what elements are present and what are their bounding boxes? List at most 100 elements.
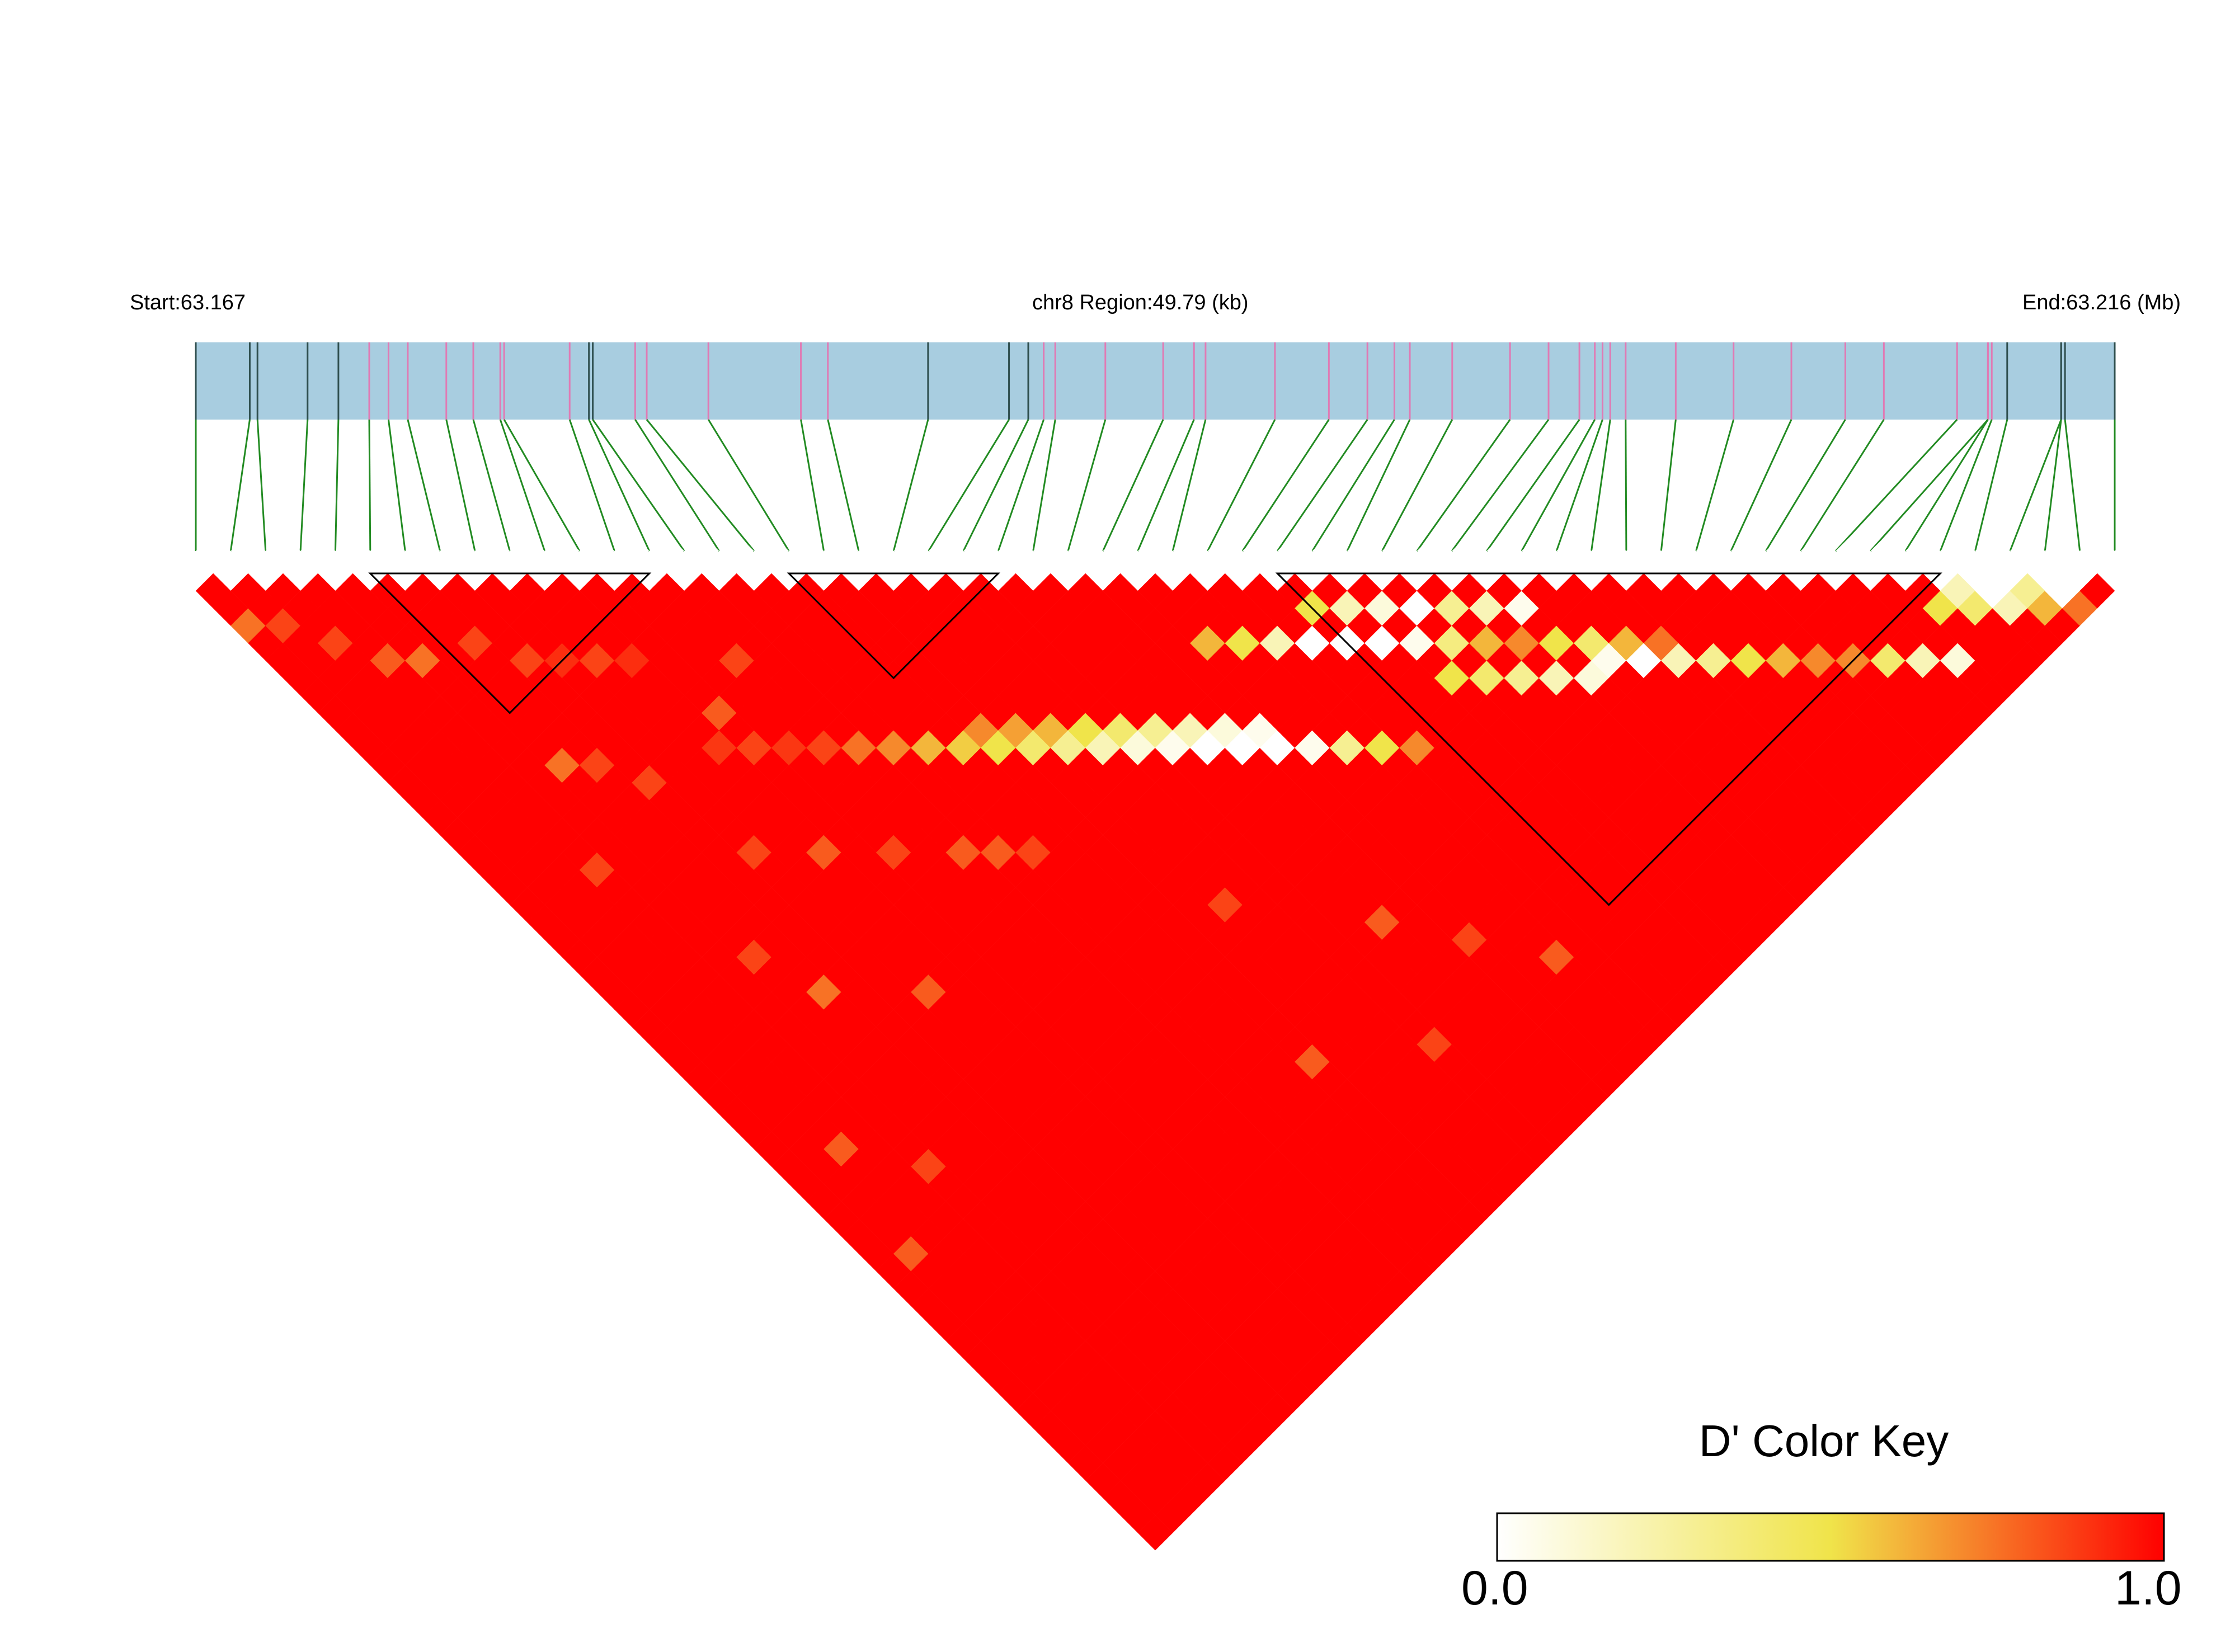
snp-connector-7 [387, 419, 406, 552]
snp-connector-50 [1904, 419, 1989, 552]
snp-tick-18 [789, 533, 824, 551]
start-position-label: Start:63.167 [130, 291, 246, 314]
snp-tick-8 [440, 533, 475, 551]
snp-tick-6 [370, 533, 406, 551]
snp-connector-33 [1311, 419, 1395, 552]
snp-connector-27 [1102, 419, 1164, 552]
snp-connector-3 [256, 419, 267, 552]
snp-tick-12 [580, 533, 615, 551]
snp-tick-19 [824, 533, 859, 551]
snp-connector-8 [407, 419, 441, 552]
snp-connector-47 [1800, 419, 1885, 552]
snp-connector-23 [962, 419, 1029, 552]
snp-tick-47 [1800, 533, 1836, 551]
snp-tick-11 [544, 533, 580, 551]
ld-block-outlines [368, 572, 1942, 906]
snp-tick-32 [1277, 533, 1312, 551]
snp-tick-9 [474, 533, 510, 551]
snp-tick-14 [649, 533, 685, 551]
ld-heatmap-cells [195, 533, 2150, 1551]
snp-tick-41 [1591, 533, 1626, 551]
snp-tick-2 [230, 533, 266, 551]
snp-tick-46 [1766, 533, 1801, 551]
snp-tick-23 [963, 533, 999, 551]
snp-tick-48 [1836, 533, 1871, 551]
color-key-min-label: 0.0 [1461, 1561, 1528, 1615]
snp-connector-40 [1555, 419, 1603, 552]
snp-tick-49 [1870, 533, 1905, 551]
ld-cell-55-56 [2079, 573, 2115, 609]
snp-connector-14 [588, 419, 651, 552]
snp-connector-17 [646, 419, 755, 552]
snp-connector-41 [1591, 419, 1611, 552]
snp-connector-29 [1171, 419, 1207, 552]
snp-connector-31 [1241, 419, 1330, 552]
snp-connector-2 [229, 419, 251, 552]
chromosome-track [196, 342, 2115, 420]
snp-tick-37 [1452, 533, 1487, 551]
snp-tick-33 [1312, 533, 1347, 551]
snp-connector-52 [1974, 419, 2008, 552]
snp-connector-28 [1137, 419, 1195, 552]
color-key-max-label: 1.0 [2115, 1561, 2182, 1615]
snp-connector-45 [1730, 419, 1792, 552]
snp-connector-5 [334, 419, 340, 552]
color-key [1496, 1512, 2165, 1562]
color-key-title: D' Color Key [1698, 1416, 1949, 1466]
ld-block-1 [368, 572, 652, 714]
snp-tick-40 [1556, 533, 1592, 551]
snp-tick-36 [1417, 533, 1452, 551]
snp-tick-24 [998, 533, 1033, 551]
snp-tick-7 [405, 533, 440, 551]
snp-tick-28 [1137, 533, 1173, 551]
snp-tick-35 [1382, 533, 1417, 551]
snp-connector-11 [499, 419, 546, 552]
snp-connector-36 [1416, 419, 1511, 552]
snp-tick-29 [1173, 533, 1208, 551]
snp-connector-18 [707, 419, 790, 552]
snp-connector-21 [892, 419, 929, 552]
end-position-label: End:63.216 (Mb) [2022, 291, 2181, 314]
snp-connector-16 [634, 419, 720, 552]
snp-connector-38 [1486, 419, 1580, 552]
snp-tick-54 [2045, 533, 2080, 551]
snp-tick-21 [893, 533, 929, 551]
snp-connector-15 [592, 419, 685, 552]
snp-tick-30 [1207, 533, 1243, 551]
region-label: chr8 Region:49.79 (kb) [1032, 291, 1249, 314]
snp-connector-54 [2044, 419, 2062, 552]
snp-connector-46 [1765, 419, 1846, 552]
snp-tick-39 [1521, 533, 1557, 551]
snp-tick-4 [300, 533, 336, 551]
snp-tick-31 [1242, 533, 1278, 551]
snp-connector-34 [1346, 419, 1411, 552]
snp-connector-35 [1381, 419, 1453, 552]
snp-tick-34 [1347, 533, 1382, 551]
snp-tick-13 [614, 533, 650, 551]
snp-tick-26 [1068, 533, 1103, 551]
snp-connector-39 [1521, 419, 1596, 552]
snp-tick-10 [510, 533, 545, 551]
snp-connector-37 [1451, 419, 1550, 552]
snp-connector-32 [1277, 419, 1368, 552]
snp-connector-26 [1067, 419, 1107, 552]
snp-tick-15 [684, 533, 719, 551]
snp-tick-42 [1626, 533, 1662, 551]
snp-tick-5 [335, 533, 370, 551]
snp-tick-38 [1486, 533, 1522, 551]
snp-connector-4 [299, 419, 309, 552]
snp-tick-43 [1661, 533, 1696, 551]
snp-tick-20 [858, 533, 894, 551]
snp-connector-24 [997, 419, 1044, 552]
snp-tick-22 [928, 533, 963, 551]
ld-block-2 [787, 572, 1000, 680]
color-key-bar [1496, 1512, 2165, 1562]
snp-tick-52 [1975, 533, 2010, 551]
snp-connector-22 [928, 419, 1010, 552]
snp-tick-44 [1696, 533, 1731, 551]
snp-tick-3 [265, 533, 301, 551]
snp-connector-13 [568, 419, 615, 552]
snp-tick-27 [1103, 533, 1138, 551]
snp-connector-48 [1834, 418, 1958, 552]
